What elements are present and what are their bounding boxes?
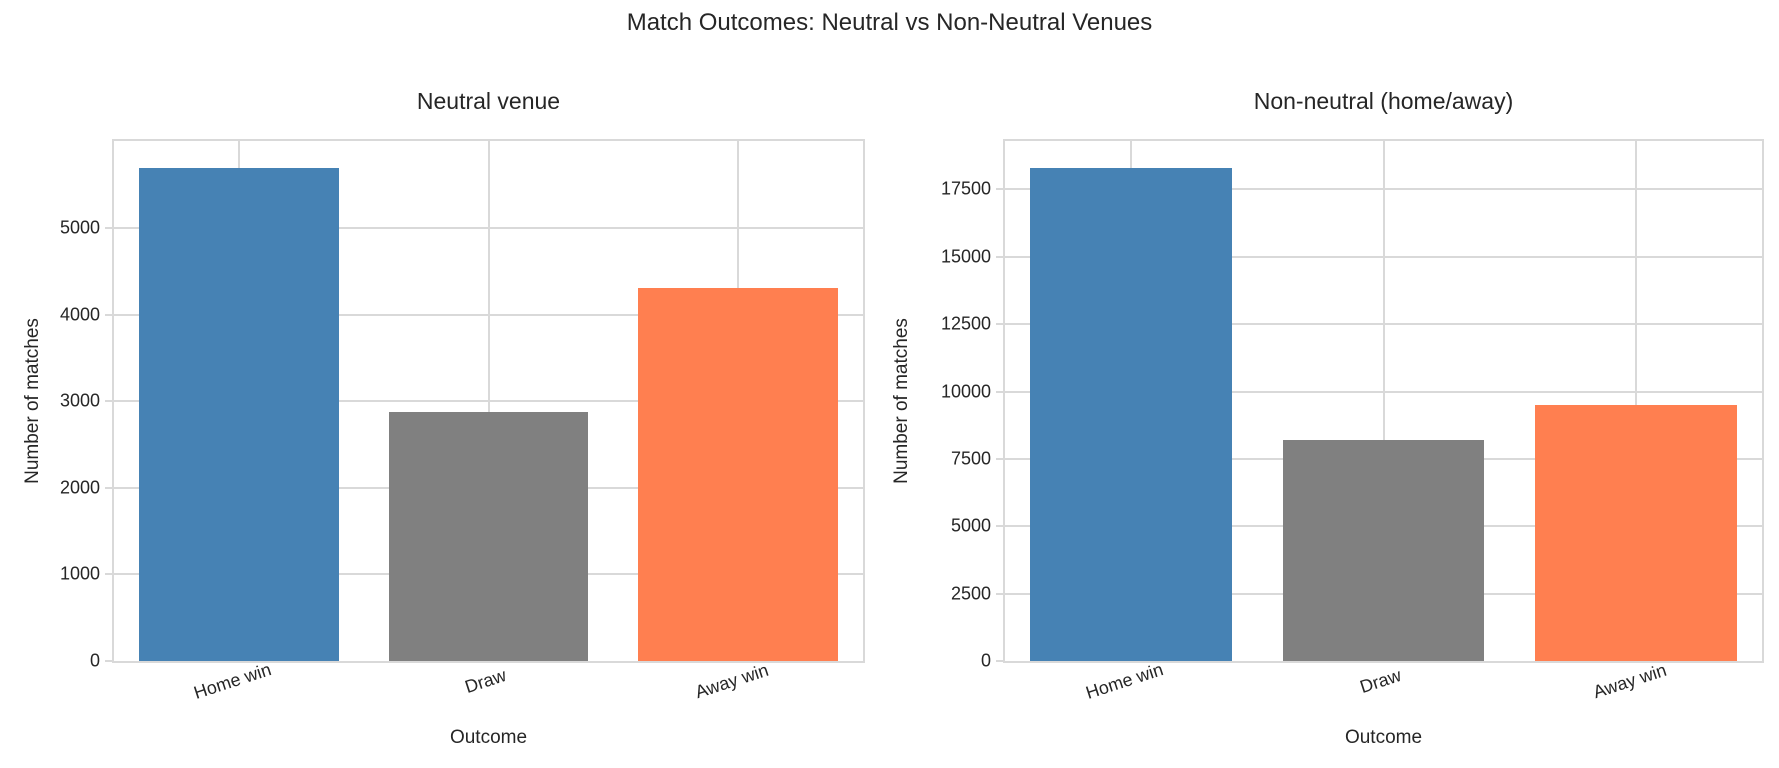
x-tick-label: Home win: [1083, 659, 1166, 703]
v-gridline: [1382, 141, 1385, 661]
y-tick-label: 5000: [950, 515, 991, 536]
y-tick-label: 17500: [940, 178, 991, 199]
x-axis-label: Outcome: [449, 727, 528, 748]
y-tick-label: 15000: [940, 246, 991, 267]
y-tick-label: 0: [89, 650, 100, 671]
y-tick-label: 2000: [59, 477, 100, 498]
y-tick-label: 3000: [59, 390, 100, 411]
y-axis-label: Number of matches: [22, 318, 43, 484]
y-tick-mark: [105, 573, 112, 576]
y-axis-label: Number of matches: [891, 318, 912, 484]
y-tick-label: 10000: [940, 381, 991, 402]
y-tick-mark: [996, 457, 1003, 460]
y-tick-label: 5000: [59, 217, 100, 238]
x-tick-label: Away win: [1590, 659, 1669, 703]
plot-area: 0 1000 2000 3000 4000 5000 Home win Draw Away wi…: [60, 139, 865, 703]
x-tick-label: Away win: [692, 659, 772, 703]
v-gridline: [487, 141, 490, 661]
bar-away-win: [638, 288, 839, 661]
y-tick-mark: [105, 660, 112, 662]
bar-home-win: [1030, 167, 1233, 661]
y-tick-mark: [105, 400, 112, 403]
bar-draw: [1282, 440, 1485, 661]
y-tick-mark: [105, 227, 112, 230]
x-tick-label: Home win: [191, 659, 274, 703]
y-tick-label: 2500: [950, 583, 991, 604]
y-tick-mark: [996, 323, 1003, 326]
figure-title: Match Outcomes: Neutral vs Non-Neutral V…: [626, 9, 1153, 36]
y-tick-mark: [996, 660, 1003, 662]
subplot-title: Non-neutral (home/away): [1253, 88, 1514, 114]
y-tick-mark: [996, 390, 1003, 393]
y-tick-mark: [996, 592, 1003, 595]
bar-draw: [388, 411, 589, 661]
y-tick-label: 7500: [950, 448, 991, 469]
x-tick-label: Draw: [461, 665, 509, 698]
y-tick-label: 4000: [59, 304, 100, 325]
x-axis-label: Outcome: [1344, 727, 1423, 748]
y-tick-mark: [996, 525, 1003, 528]
y-tick-label: 12500: [940, 313, 991, 334]
plot-area: 0 2500 5000 7500 10000 12500 15000 17500 Home wi…: [941, 139, 1764, 703]
y-tick-label: 1000: [59, 563, 100, 584]
y-tick-label: 0: [980, 650, 991, 671]
y-tick-mark: [105, 486, 112, 489]
y-tick-mark: [105, 313, 112, 316]
y-tick-mark: [996, 188, 1003, 191]
bar-away-win: [1534, 405, 1737, 661]
y-tick-mark: [996, 255, 1003, 258]
v-gridline: [1634, 141, 1637, 661]
bar-home-win: [138, 167, 339, 661]
subplot-title: Neutral venue: [416, 88, 561, 114]
x-tick-label: Draw: [1356, 665, 1404, 698]
